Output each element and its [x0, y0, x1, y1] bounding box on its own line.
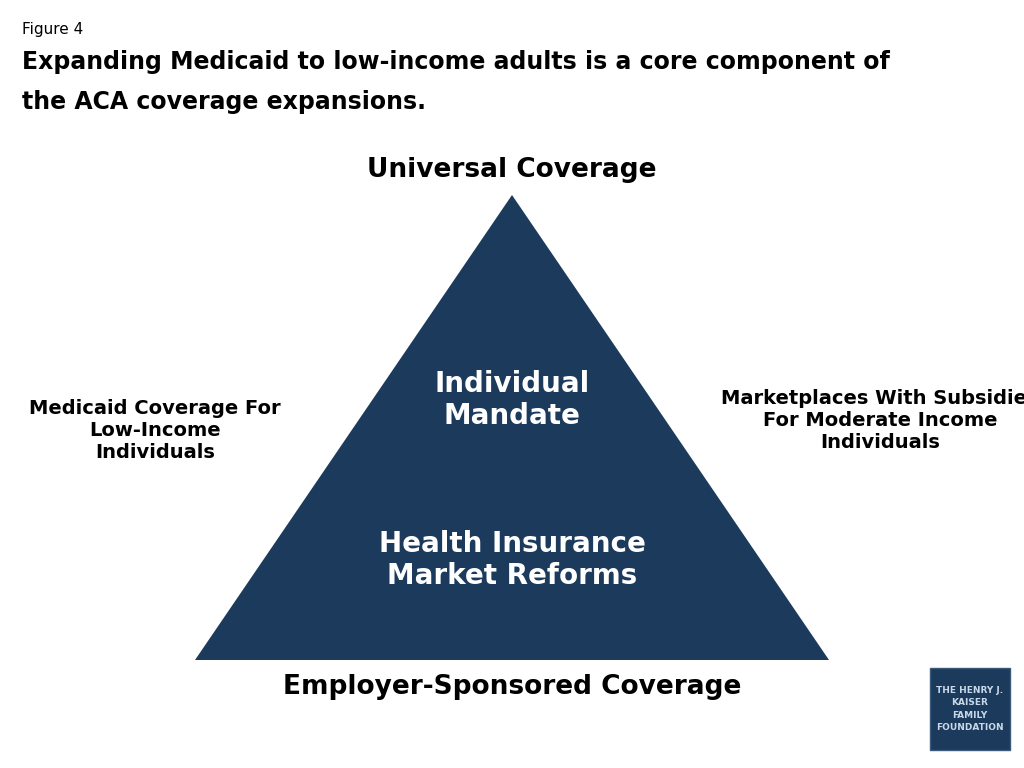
Text: Expanding Medicaid to low-income adults is a core component of: Expanding Medicaid to low-income adults …: [22, 50, 890, 74]
Text: Individual
Mandate: Individual Mandate: [434, 370, 590, 430]
Text: the ACA coverage expansions.: the ACA coverage expansions.: [22, 90, 426, 114]
Text: THE HENRY J.
KAISER
FAMILY
FOUNDATION: THE HENRY J. KAISER FAMILY FOUNDATION: [936, 686, 1004, 732]
Text: Universal Coverage: Universal Coverage: [368, 157, 656, 183]
Text: Figure 4: Figure 4: [22, 22, 83, 37]
Text: Medicaid Coverage For
Low-Income
Individuals: Medicaid Coverage For Low-Income Individ…: [30, 399, 281, 462]
Text: Marketplaces With Subsidies
For Moderate Income
Individuals: Marketplaces With Subsidies For Moderate…: [721, 389, 1024, 452]
FancyBboxPatch shape: [930, 668, 1010, 750]
Polygon shape: [195, 195, 829, 660]
Text: Health Insurance
Market Reforms: Health Insurance Market Reforms: [379, 530, 645, 590]
Text: Employer-Sponsored Coverage: Employer-Sponsored Coverage: [283, 674, 741, 700]
